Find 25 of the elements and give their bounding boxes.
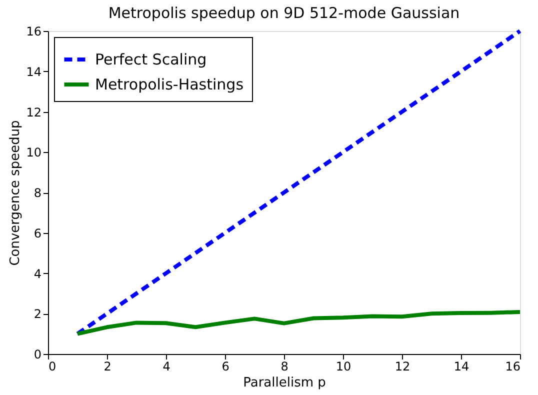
x-tick-label: 4: [162, 360, 170, 374]
x-tick-label: 12: [394, 360, 410, 374]
y-tick-label: 0: [34, 348, 42, 362]
line-series: [76, 29, 522, 336]
x-tick-label: 2: [104, 360, 112, 374]
x-axis-title: Parallelism p: [243, 376, 326, 390]
x-tick-label: 8: [280, 360, 288, 374]
y-tick-label: 16: [26, 24, 42, 38]
x-tick-label: 6: [222, 360, 230, 374]
legend-label: Perfect Scaling: [95, 50, 207, 68]
x-tick-label: 10: [336, 360, 352, 374]
legend-label: Metropolis-Hastings: [95, 76, 244, 94]
chart-title: Metropolis speedup on 9D 512-mode Gaussian: [108, 4, 460, 22]
x-tick-label: 16: [505, 360, 520, 374]
y-tick-label: 6: [34, 226, 42, 240]
x-tick-label: 0: [48, 360, 56, 374]
x-tick-label: 14: [454, 360, 470, 374]
y-tick-label: 2: [34, 307, 42, 322]
y-tick-label: 14: [26, 64, 42, 79]
y-tick-label: 4: [34, 266, 42, 281]
y-tick-label: 12: [26, 105, 42, 120]
line-series: [76, 310, 522, 336]
y-axis-title: Convergence speedup: [8, 120, 24, 266]
y-tick-label: 8: [34, 186, 42, 200]
y-tick-label: 10: [26, 146, 42, 160]
